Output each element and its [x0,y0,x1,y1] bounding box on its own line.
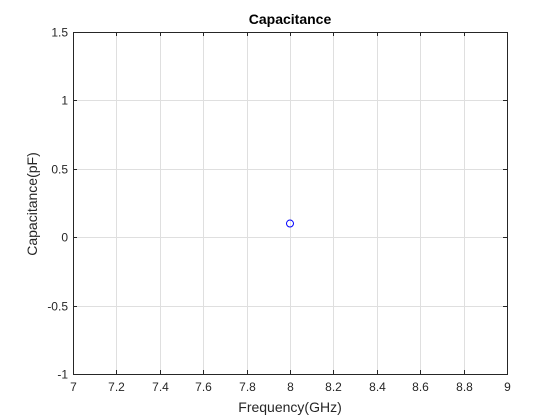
chart-title: Capacitance [249,11,332,27]
x-tick-label: 8.4 [369,380,386,394]
y-axis-label: Capacitance(pF) [24,152,40,256]
x-tick-label: 7.8 [239,380,256,394]
x-tick-label: 9 [504,380,511,394]
x-tick-label: 7.6 [195,380,212,394]
y-tick-label: 1.5 [51,26,68,40]
x-tick-label: 8.2 [325,380,342,394]
y-tick-label: 1 [61,94,68,108]
ticks: 7 7.2 7.4 7.6 7.8 8 8.2 8.4 8.6 8.8 9 -1 -0.5 0 0.5 1 1.… [47,26,511,395]
y-tick-label: -1 [57,368,68,382]
y-tick-label: 0.5 [51,163,68,177]
x-tick-label: 8.6 [412,380,429,394]
x-axis-label: Frequency(GHz) [238,399,341,415]
x-tick-label: 8.8 [456,380,473,394]
x-tick-label: 7.2 [108,380,125,394]
x-tick-label: 7 [70,380,77,394]
y-tick-label: 0 [61,231,68,245]
x-tick-label: 8 [287,380,294,394]
data-marks [286,219,294,228]
y-tick-label: -0.5 [47,300,68,314]
data-point [286,219,294,228]
x-tick-label: 7.4 [152,380,169,394]
